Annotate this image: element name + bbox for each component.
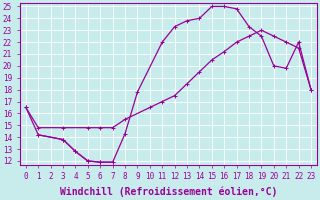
X-axis label: Windchill (Refroidissement éolien,°C): Windchill (Refroidissement éolien,°C) [60,187,277,197]
